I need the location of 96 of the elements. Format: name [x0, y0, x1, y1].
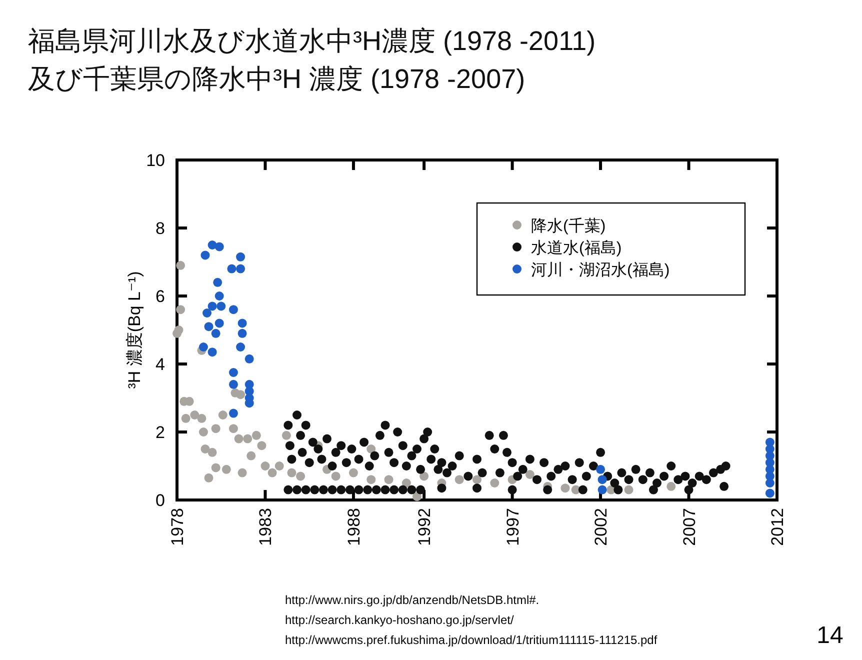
text: 14: [816, 622, 844, 649]
point: [412, 492, 422, 502]
legend-label: 河川・湖沼水(福島): [531, 261, 670, 279]
point: [214, 242, 224, 252]
point: [208, 302, 217, 311]
point: [244, 386, 254, 396]
point: [472, 475, 482, 484]
point: [243, 434, 252, 444]
point: [200, 250, 210, 260]
point: [181, 414, 190, 423]
point: [236, 390, 246, 400]
point: [366, 444, 376, 454]
point: [228, 424, 238, 434]
x-tick-label: 1983: [256, 508, 276, 546]
x-tick-label: 2012: [768, 508, 787, 546]
text: http://www.nirs.go.jp/db/anzendb/NetsDB.html#.: [285, 593, 540, 607]
point: [765, 488, 774, 498]
point: [596, 464, 606, 474]
point: [213, 278, 222, 287]
point: [454, 475, 464, 484]
point: [208, 348, 217, 357]
point: [598, 475, 607, 484]
point: [198, 428, 208, 436]
x-tick-label: 1978: [168, 508, 187, 546]
point: [490, 478, 500, 488]
point: [624, 485, 634, 494]
point: [234, 434, 244, 444]
point: [560, 484, 570, 493]
point: [198, 342, 208, 352]
point: [598, 485, 607, 494]
chart-subtitle: 及び千葉県の降水中³H 濃度 (1978 -2007): [28, 64, 526, 94]
point: [765, 478, 774, 488]
point: [331, 472, 340, 481]
chart-title: 福島県河川水及び水道水中³H濃度 (1978 -2011): [28, 26, 596, 56]
x-tick-label: 1988: [344, 508, 364, 546]
point: [200, 444, 210, 454]
point: [222, 464, 231, 474]
legend-label: 降水(千葉): [531, 217, 606, 235]
y-tick-label: 8: [156, 219, 165, 238]
point: [216, 302, 226, 311]
point: [176, 260, 186, 270]
point: [260, 462, 270, 470]
point: [214, 318, 224, 328]
point: [348, 468, 358, 478]
point: [197, 414, 206, 423]
point: [268, 468, 277, 478]
point: [228, 380, 238, 389]
point: [236, 342, 246, 352]
point: [204, 322, 214, 332]
point: [228, 368, 238, 377]
point: [252, 430, 261, 440]
point: [228, 408, 238, 418]
point: [202, 308, 212, 318]
legend-label: 水道水(福島): [531, 239, 622, 257]
text: http://search.kankyo-hoshano.go.jp/servlet/: [285, 613, 514, 627]
point: [176, 305, 186, 314]
point: [238, 468, 247, 478]
y-tick-label: 6: [156, 287, 165, 306]
point: [238, 328, 247, 338]
point: [236, 264, 246, 274]
point: [211, 463, 220, 472]
point: [287, 468, 296, 478]
point: [228, 305, 238, 314]
point: [218, 410, 228, 420]
point: [666, 482, 676, 491]
point: [227, 264, 236, 274]
point: [208, 448, 217, 457]
point: [236, 252, 246, 262]
y-axis-title: ³H 濃度(Bq L⁻¹): [125, 271, 144, 389]
point: [174, 326, 184, 334]
x-tick-label: 1992: [415, 508, 434, 546]
point: [366, 475, 376, 484]
point: [384, 475, 394, 484]
point: [296, 472, 306, 481]
point: [211, 328, 220, 338]
point: [204, 473, 214, 482]
point: [211, 424, 220, 434]
y-tick-label: 10: [146, 151, 165, 170]
y-tick-label: 0: [156, 491, 165, 510]
point: [257, 441, 266, 450]
x-tick-label: 2007: [680, 508, 699, 546]
point: [238, 318, 247, 328]
point: [244, 354, 254, 364]
point: [420, 472, 429, 481]
x-tick-label: 1997: [503, 508, 522, 546]
x-tick-label: 2002: [592, 508, 611, 546]
point: [525, 470, 534, 479]
y-tick-label: 4: [156, 355, 165, 374]
text: http://wwwcms.pref.fukushima.jp/download/1/tritium111115-111215.pdf: [285, 633, 658, 647]
point: [282, 430, 291, 440]
y-tick-label: 2: [156, 423, 165, 442]
point: [190, 410, 200, 420]
point: [402, 478, 411, 488]
point: [214, 292, 224, 300]
point: [246, 451, 256, 460]
point: [274, 462, 284, 470]
